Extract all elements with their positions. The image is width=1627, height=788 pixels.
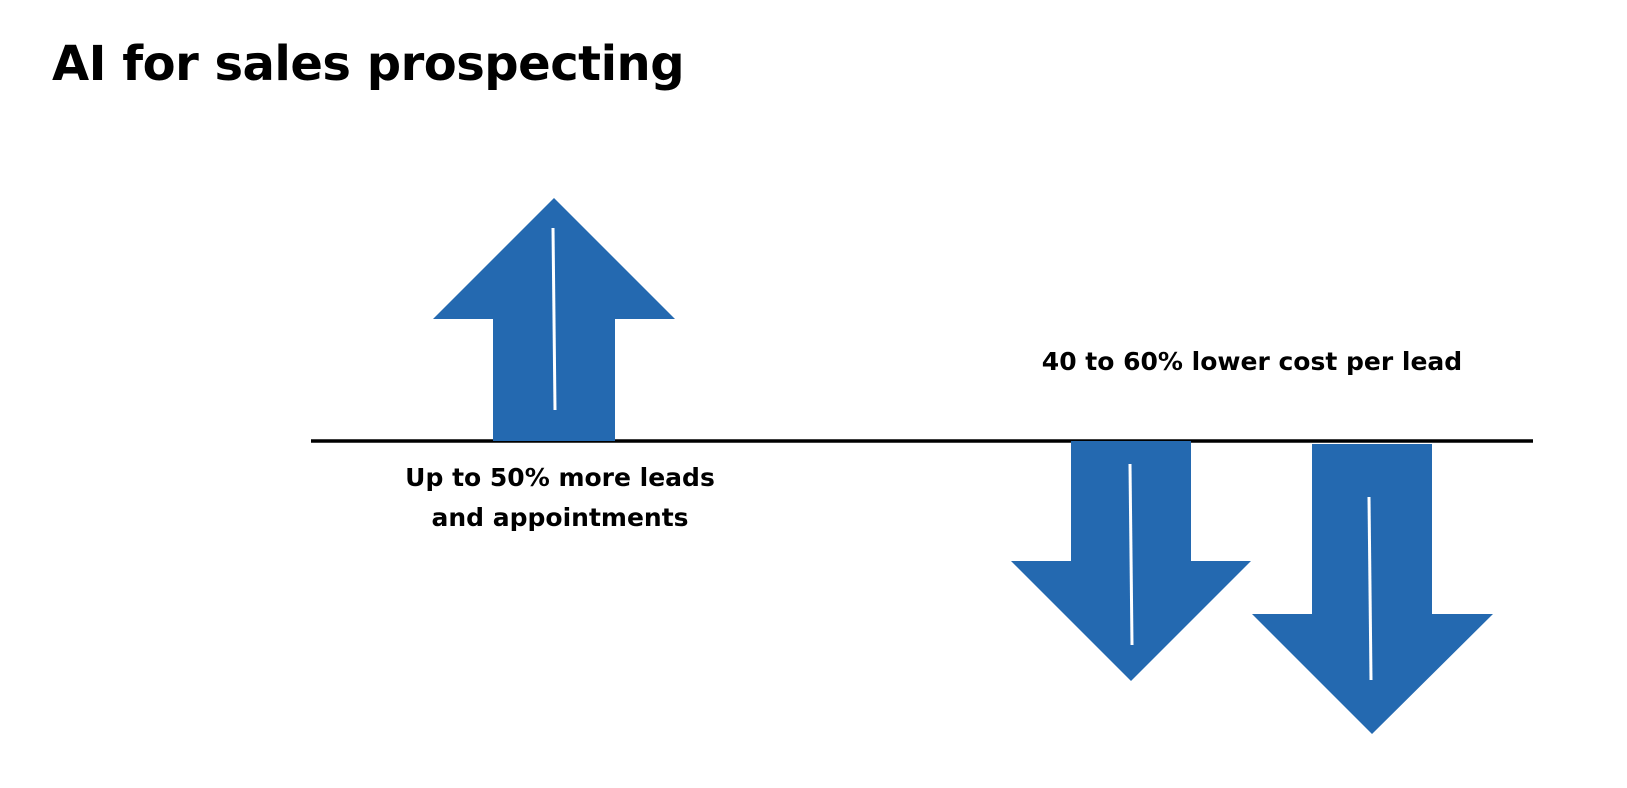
up-metric-line2: and appointments xyxy=(431,503,689,532)
down-arrow-icon xyxy=(1011,441,1251,681)
slide-title: AI for sales prospecting xyxy=(52,36,685,92)
down-metric-label: 40 to 60% lower cost per lead xyxy=(1041,347,1463,376)
up-arrow-icon xyxy=(433,198,675,441)
up-metric-label: Up to 50% more leads and appointments xyxy=(350,458,770,538)
down-arrow-icon xyxy=(1252,444,1493,734)
up-metric-line1: Up to 50% more leads xyxy=(405,463,715,492)
